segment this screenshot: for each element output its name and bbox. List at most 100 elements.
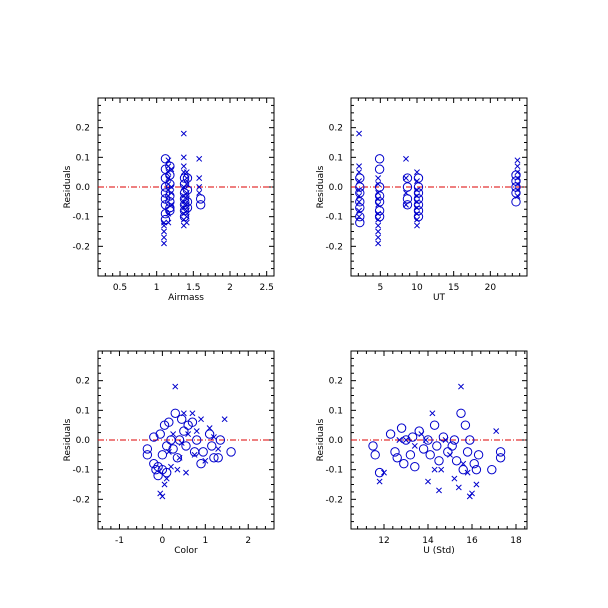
x-tick-label: 0.5 <box>113 283 127 293</box>
data-point-x <box>469 490 475 497</box>
data-point-circle <box>511 197 521 207</box>
data-point-circle <box>451 456 462 466</box>
y-axis-title: Residuals <box>316 418 326 461</box>
data-point-x <box>161 222 167 229</box>
data-point-x <box>375 240 382 247</box>
data-point-circle <box>495 447 506 457</box>
data-point-x <box>183 207 190 214</box>
data-point-circle <box>462 447 473 457</box>
data-point-circle <box>495 453 506 463</box>
data-point-x <box>375 175 382 182</box>
y-tick-label: 0.1 <box>329 406 343 416</box>
data-point-x <box>180 130 187 137</box>
data-point-circle <box>401 435 411 445</box>
data-point-x <box>161 240 167 247</box>
data-point-circle <box>215 435 226 445</box>
data-point-x <box>425 478 431 485</box>
x-tick-label: 12 <box>378 536 389 546</box>
data-point-x <box>161 228 167 235</box>
data-point-circle <box>151 464 161 475</box>
data-point-circle <box>449 435 460 445</box>
data-point-circle <box>385 429 396 439</box>
data-point-circle <box>355 217 365 228</box>
data-point-circle <box>172 453 183 463</box>
data-point-circle <box>405 450 416 460</box>
x-tick-label: 14 <box>422 536 434 546</box>
data-point-x <box>176 454 183 461</box>
data-point-circle <box>182 173 193 183</box>
data-point-x <box>191 451 198 458</box>
data-point-circle <box>443 447 453 457</box>
data-point-x <box>375 195 382 202</box>
data-point-circle <box>209 453 219 463</box>
data-point-circle <box>161 467 172 478</box>
data-point-x <box>183 181 190 187</box>
data-point-x <box>414 198 420 205</box>
data-point-circle <box>181 441 191 451</box>
data-point-circle <box>155 429 165 439</box>
data-point-x <box>221 416 228 423</box>
data-point-x <box>183 201 190 208</box>
data-point-x <box>183 213 190 220</box>
data-point-x <box>375 210 382 217</box>
data-point-circle <box>374 467 385 478</box>
data-point-x <box>414 216 420 223</box>
data-point-x <box>403 175 409 182</box>
chart-panel-2: -0.2 -0.1 0.0 0.1 0.2 5 10 15 20 UT Residuals <box>316 97 528 303</box>
data-point-x <box>165 448 172 455</box>
data-point-x <box>183 195 190 202</box>
data-point-circle <box>355 197 365 207</box>
y-tick-label: 0.1 <box>76 406 90 416</box>
data-point-x <box>375 201 382 208</box>
data-point-circle <box>399 459 409 469</box>
y-tick-label: 0.2 <box>76 377 90 387</box>
y-tick-label: 0.1 <box>329 153 343 163</box>
data-point-x <box>180 163 187 170</box>
data-point-circle <box>196 459 206 469</box>
data-point-circle <box>187 417 198 427</box>
data-point-x <box>458 383 464 390</box>
data-point-x <box>436 487 442 494</box>
data-point-x <box>514 169 521 176</box>
y-tick-label: -0.2 <box>72 242 90 252</box>
data-point-circle <box>465 435 475 445</box>
data-point-circle <box>402 200 413 210</box>
y-tick-label: -0.1 <box>72 466 90 476</box>
y-tick-label: 0.2 <box>329 377 343 387</box>
data-point-x <box>414 210 420 217</box>
y-tick-label: 0.2 <box>76 124 90 134</box>
data-point-circle <box>438 432 449 442</box>
data-point-x <box>418 431 425 438</box>
x-tick-label: 0 <box>160 536 166 546</box>
y-tick-label: -0.1 <box>325 466 343 476</box>
data-point-x <box>189 410 196 417</box>
data-point-circle <box>355 211 365 222</box>
data-point-circle <box>368 441 378 451</box>
data-point-x <box>375 216 382 223</box>
x-tick-label: 20 <box>485 283 497 293</box>
y-tick-label: 0.0 <box>76 436 91 446</box>
data-point-circle <box>179 426 189 436</box>
data-point-circle <box>429 420 440 430</box>
data-point-circle <box>418 444 429 454</box>
data-point-circle <box>413 173 424 183</box>
data-point-x <box>375 228 382 235</box>
data-point-x <box>161 481 168 488</box>
data-point-x <box>473 481 480 488</box>
x-tick-label: 1.5 <box>186 283 200 293</box>
data-point-x <box>381 469 387 476</box>
x-tick-label: 16 <box>466 536 478 546</box>
y-axis-title: Residuals <box>316 165 326 208</box>
data-point-x <box>438 466 445 473</box>
data-point-circle <box>207 441 217 451</box>
data-point-x <box>466 493 473 500</box>
data-point-circle <box>425 450 435 460</box>
data-point-x <box>414 187 420 193</box>
data-point-circle <box>447 441 457 451</box>
data-point-x <box>356 187 363 193</box>
data-point-circle <box>168 444 178 454</box>
y-tick-label: -0.2 <box>72 495 90 505</box>
data-point-circle <box>174 435 185 445</box>
data-point-circle <box>149 432 159 442</box>
